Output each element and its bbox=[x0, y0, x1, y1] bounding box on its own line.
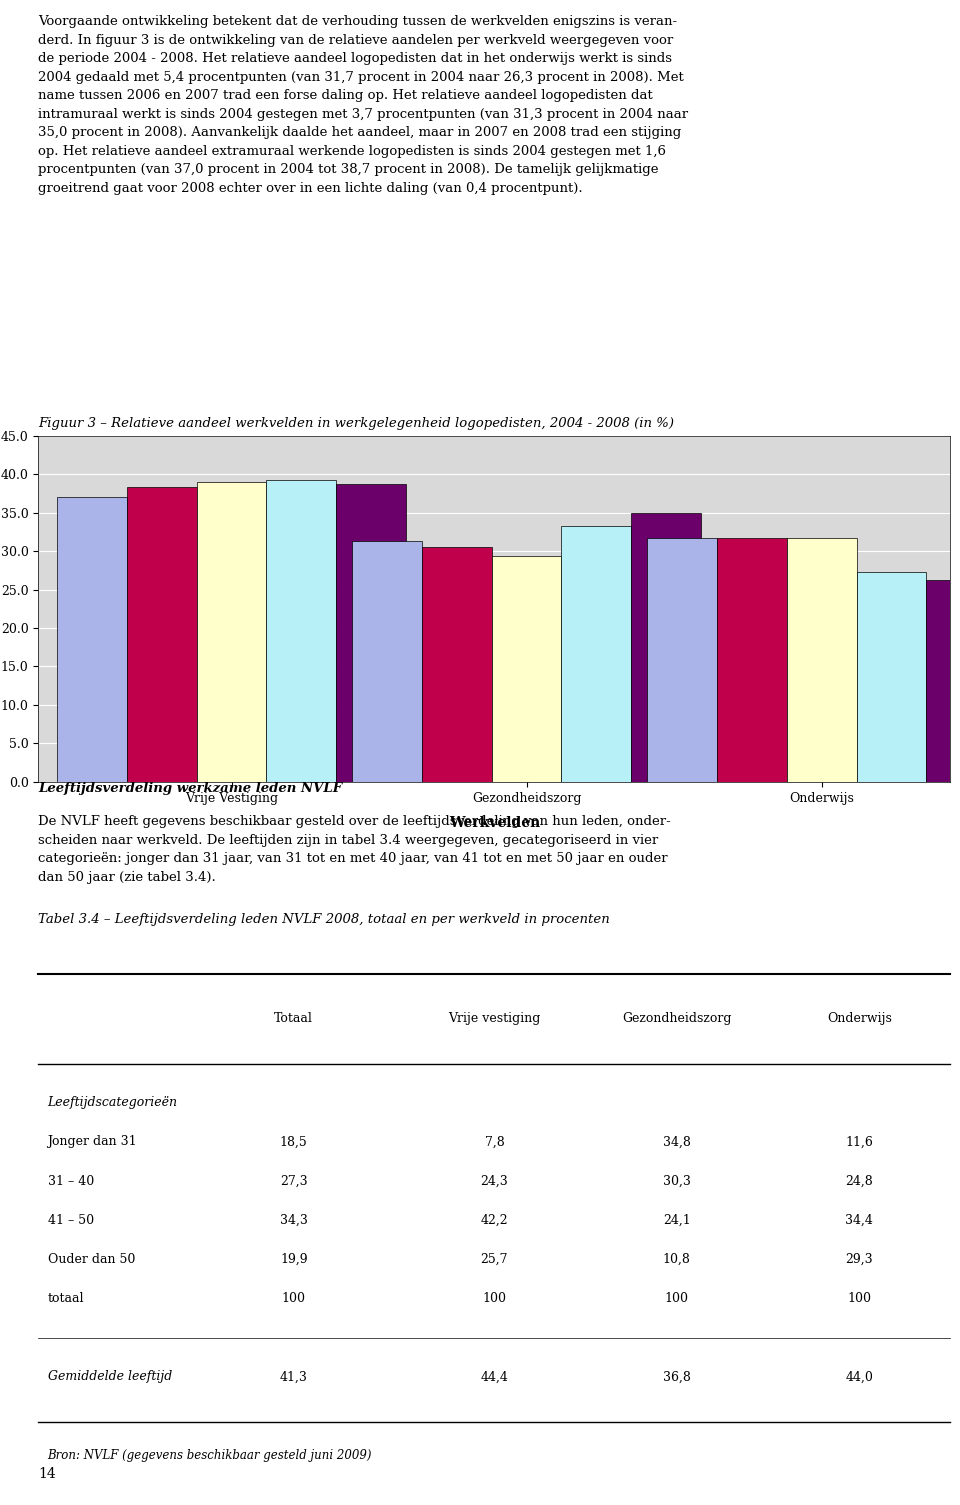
Text: 44,4: 44,4 bbox=[480, 1371, 509, 1383]
Bar bbox=[127, 488, 197, 781]
Text: Figuur 3 – Relatieve aandeel werkvelden in werkgelegenheid logopedisten, 2004 - : Figuur 3 – Relatieve aandeel werkvelden … bbox=[38, 417, 674, 430]
Text: Totaal: Totaal bbox=[275, 1013, 313, 1025]
Text: 100: 100 bbox=[482, 1291, 507, 1305]
Bar bbox=[336, 485, 406, 781]
Text: 44,0: 44,0 bbox=[845, 1371, 874, 1383]
Bar bbox=[926, 579, 960, 781]
Text: Bron: NVLF (gegevens beschikbaar gesteld juni 2009): Bron: NVLF (gegevens beschikbaar gesteld… bbox=[47, 1449, 372, 1463]
Text: Leeftijdscategorieën: Leeftijdscategorieën bbox=[47, 1096, 178, 1109]
Text: 34,8: 34,8 bbox=[662, 1135, 691, 1148]
Bar bbox=[492, 557, 562, 781]
Text: 10,8: 10,8 bbox=[662, 1252, 691, 1266]
Text: 42,2: 42,2 bbox=[481, 1213, 508, 1227]
Text: Leeftijdsverdeling werkzame leden NVLF: Leeftijdsverdeling werkzame leden NVLF bbox=[38, 781, 343, 795]
Bar bbox=[717, 537, 787, 781]
Text: Voorgaande ontwikkeling betekent dat de verhouding tussen de werkvelden enigszin: Voorgaande ontwikkeling betekent dat de … bbox=[38, 15, 688, 194]
Text: 24,1: 24,1 bbox=[663, 1213, 690, 1227]
Bar bbox=[856, 572, 926, 781]
Text: 18,5: 18,5 bbox=[280, 1135, 307, 1148]
Text: Gezondheidszorg: Gezondheidszorg bbox=[622, 1013, 732, 1025]
Text: 31 – 40: 31 – 40 bbox=[47, 1174, 94, 1187]
X-axis label: Werkvelden: Werkvelden bbox=[448, 816, 540, 829]
Text: 41 – 50: 41 – 50 bbox=[47, 1213, 94, 1227]
Text: 24,3: 24,3 bbox=[481, 1174, 508, 1187]
Text: Ouder dan 50: Ouder dan 50 bbox=[47, 1252, 135, 1266]
Text: 19,9: 19,9 bbox=[280, 1252, 307, 1266]
Text: De NVLF heeft gegevens beschikbaar gesteld over de leeftijdsverdeling van hun le: De NVLF heeft gegevens beschikbaar geste… bbox=[38, 816, 671, 883]
Text: 100: 100 bbox=[282, 1291, 305, 1305]
Text: Onderwijs: Onderwijs bbox=[827, 1013, 892, 1025]
Bar bbox=[787, 537, 856, 781]
Bar bbox=[562, 525, 631, 781]
Text: 36,8: 36,8 bbox=[662, 1371, 691, 1383]
Bar bbox=[197, 482, 266, 781]
Text: Gemiddelde leeftijd: Gemiddelde leeftijd bbox=[47, 1371, 172, 1383]
Text: 14: 14 bbox=[38, 1466, 56, 1481]
Text: 41,3: 41,3 bbox=[279, 1371, 308, 1383]
Text: 30,3: 30,3 bbox=[662, 1174, 691, 1187]
Text: 29,3: 29,3 bbox=[846, 1252, 873, 1266]
Bar bbox=[352, 542, 422, 781]
Bar bbox=[631, 513, 701, 781]
Text: Jonger dan 31: Jonger dan 31 bbox=[47, 1135, 137, 1148]
Text: Tabel 3.4 – Leeftijdsverdeling leden NVLF 2008, totaal en per werkveld in procen: Tabel 3.4 – Leeftijdsverdeling leden NVL… bbox=[38, 912, 611, 926]
Text: 100: 100 bbox=[848, 1291, 872, 1305]
Text: 25,7: 25,7 bbox=[481, 1252, 508, 1266]
Text: 34,3: 34,3 bbox=[279, 1213, 308, 1227]
Text: 27,3: 27,3 bbox=[280, 1174, 307, 1187]
Text: 24,8: 24,8 bbox=[846, 1174, 873, 1187]
Bar bbox=[422, 548, 492, 781]
Text: 7,8: 7,8 bbox=[485, 1135, 504, 1148]
Text: 34,4: 34,4 bbox=[845, 1213, 874, 1227]
Text: 100: 100 bbox=[664, 1291, 688, 1305]
Text: totaal: totaal bbox=[47, 1291, 84, 1305]
Bar bbox=[58, 497, 127, 781]
Text: Vrije vestiging: Vrije vestiging bbox=[448, 1013, 540, 1025]
Bar bbox=[266, 480, 336, 781]
Text: 11,6: 11,6 bbox=[845, 1135, 874, 1148]
Bar bbox=[647, 537, 717, 781]
